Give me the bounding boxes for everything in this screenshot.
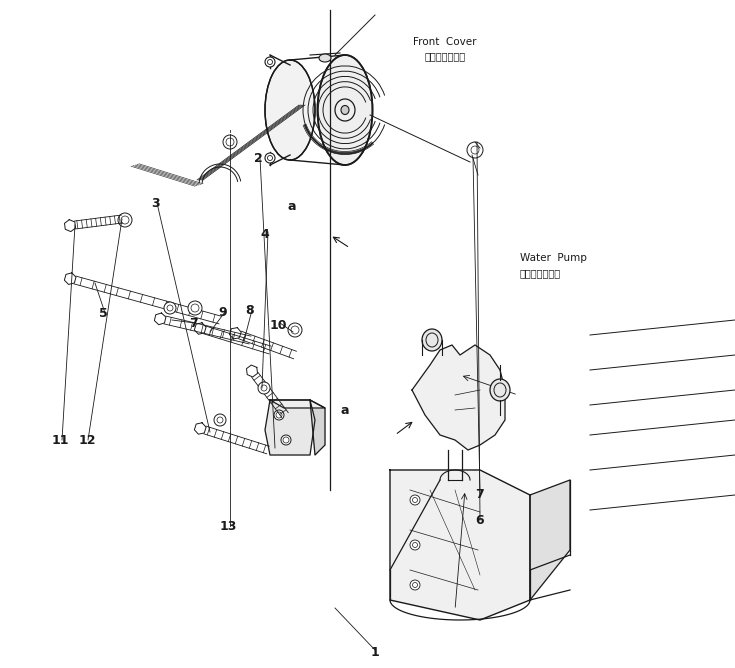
- Ellipse shape: [410, 495, 420, 505]
- Ellipse shape: [118, 213, 132, 227]
- Ellipse shape: [164, 302, 176, 314]
- Ellipse shape: [318, 55, 373, 165]
- Ellipse shape: [319, 54, 331, 62]
- Text: 3: 3: [151, 196, 159, 210]
- Ellipse shape: [422, 329, 442, 351]
- Ellipse shape: [274, 410, 284, 420]
- Ellipse shape: [265, 60, 315, 160]
- Text: a: a: [341, 403, 349, 417]
- Text: 12: 12: [78, 434, 96, 446]
- Polygon shape: [390, 470, 530, 620]
- Text: 10: 10: [269, 319, 287, 331]
- Text: a: a: [287, 200, 296, 212]
- Ellipse shape: [188, 301, 202, 315]
- Polygon shape: [265, 400, 315, 455]
- Text: ウォータポンプ: ウォータポンプ: [520, 268, 561, 278]
- Polygon shape: [530, 480, 570, 600]
- Text: 8: 8: [245, 303, 254, 317]
- Text: 13: 13: [219, 520, 237, 532]
- Text: 11: 11: [51, 434, 69, 446]
- Text: 7: 7: [476, 488, 484, 500]
- Ellipse shape: [214, 414, 226, 426]
- Ellipse shape: [258, 382, 270, 394]
- Ellipse shape: [265, 57, 275, 67]
- Text: 1: 1: [370, 647, 379, 659]
- Text: フロントカバー: フロントカバー: [424, 51, 465, 61]
- Ellipse shape: [410, 540, 420, 550]
- Text: 6: 6: [476, 514, 484, 528]
- Ellipse shape: [281, 435, 291, 445]
- Text: 5: 5: [98, 307, 107, 319]
- Ellipse shape: [467, 142, 483, 158]
- Polygon shape: [270, 400, 325, 408]
- Text: 7: 7: [189, 317, 198, 329]
- Polygon shape: [412, 345, 505, 450]
- Text: 9: 9: [219, 305, 227, 319]
- Polygon shape: [310, 400, 325, 455]
- Text: Front  Cover: Front Cover: [413, 37, 477, 47]
- Ellipse shape: [223, 135, 237, 149]
- Text: 2: 2: [254, 152, 262, 164]
- Ellipse shape: [490, 379, 510, 401]
- Ellipse shape: [341, 106, 349, 114]
- Ellipse shape: [265, 153, 275, 163]
- Text: 4: 4: [261, 228, 269, 240]
- Text: Water  Pump: Water Pump: [520, 253, 587, 263]
- Ellipse shape: [410, 580, 420, 590]
- Ellipse shape: [288, 323, 302, 337]
